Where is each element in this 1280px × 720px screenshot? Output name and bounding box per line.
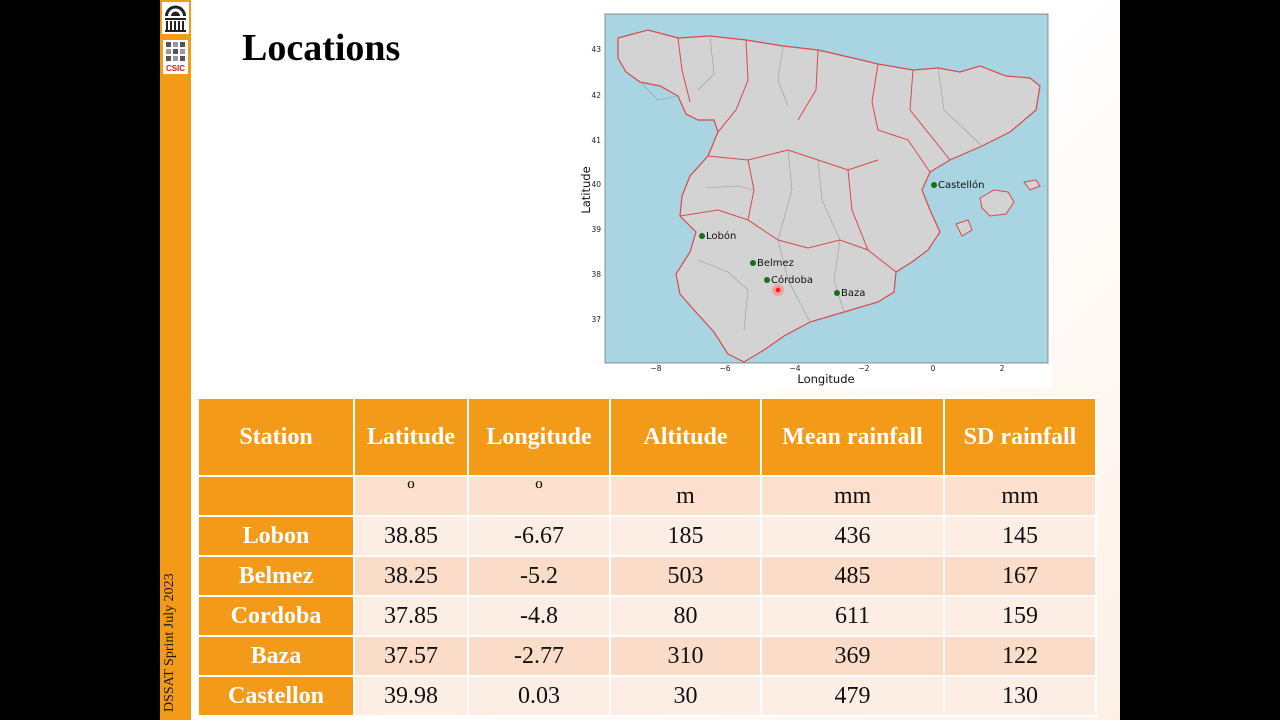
map-station-belmez: Belmez — [750, 258, 794, 269]
map-y-ticks: 43 42 41 40 39 38 37 — [591, 45, 601, 324]
header-mean-rainfall: Mean rainfall — [760, 397, 945, 477]
university-logo — [162, 2, 189, 34]
csic-logo: CSIC — [163, 40, 188, 74]
x-tick-label: −6 — [719, 364, 730, 373]
table-row: Cordoba 37.85 -4.8 80 611 159 — [197, 595, 1097, 637]
map-ibiza — [955, 219, 973, 237]
cell-mean-rainfall: 436 — [760, 515, 945, 557]
cell-latitude: 38.25 — [353, 555, 469, 597]
cell-sd-rainfall: 167 — [943, 555, 1097, 597]
cell-longitude: -2.77 — [467, 635, 611, 677]
header-longitude: Longitude — [467, 397, 611, 477]
slide: CSIC DSSAT Sprint July 2023 Locations — [160, 0, 1120, 720]
map-menorca — [1023, 179, 1041, 191]
cell-altitude: 310 — [609, 635, 762, 677]
map-ylabel: Latitude — [579, 166, 593, 213]
map-province-borders — [639, 35, 983, 331]
cell-station: Castellon — [197, 675, 355, 717]
x-tick-label: −2 — [858, 364, 869, 373]
x-tick-label: −4 — [789, 364, 800, 373]
cell-latitude: 38.85 — [353, 515, 469, 557]
header-altitude: Altitude — [609, 397, 762, 477]
cell-longitude: 0.03 — [467, 675, 611, 717]
cell-mean-rainfall: 479 — [760, 675, 945, 717]
station-label: Belmez — [757, 258, 794, 269]
cell-station: Cordoba — [197, 595, 355, 637]
cell-altitude: 503 — [609, 555, 762, 597]
y-tick-label: 39 — [591, 225, 601, 234]
table-header-row: Station Latitude Longitude Altitude Mean… — [197, 397, 1097, 477]
cell-mean-rainfall: 485 — [760, 555, 945, 597]
cell-longitude: -6.67 — [467, 515, 611, 557]
header-sd-rainfall: SD rainfall — [943, 397, 1097, 477]
unit-altitude: m — [609, 475, 762, 517]
cell-sd-rainfall: 130 — [943, 675, 1097, 717]
map-x-ticks: −8 −6 −4 −2 0 2 — [650, 364, 1004, 373]
map-station-baza: Baza — [834, 288, 865, 299]
unit-latitude: º — [353, 475, 469, 517]
map-station-cordoba: Córdoba — [764, 274, 813, 286]
station-label: Baza — [841, 288, 865, 299]
unit-longitude: º — [467, 475, 611, 517]
station-label: Lobón — [706, 230, 736, 242]
station-label: Córdoba — [771, 274, 813, 286]
cell-sd-rainfall: 159 — [943, 595, 1097, 637]
cell-sd-rainfall: 145 — [943, 515, 1097, 557]
cell-station: Baza — [197, 635, 355, 677]
sidebar-footer-text: DSSAT Sprint July 2023 — [162, 573, 177, 712]
y-tick-label: 41 — [591, 136, 601, 145]
sidebar: CSIC DSSAT Sprint July 2023 — [160, 0, 191, 720]
stations-table: Station Latitude Longitude Altitude Mean… — [197, 397, 1097, 717]
unit-mean-rainfall: mm — [760, 475, 945, 517]
cell-altitude: 185 — [609, 515, 762, 557]
unit-station — [197, 475, 355, 517]
csic-logo-text: CSIC — [166, 64, 185, 73]
unit-sd-rainfall: mm — [943, 475, 1097, 517]
y-tick-label: 38 — [591, 270, 601, 279]
cell-altitude: 30 — [609, 675, 762, 717]
y-tick-label: 40 — [591, 180, 601, 189]
y-tick-label: 43 — [591, 45, 601, 54]
map-xlabel: Longitude — [797, 372, 854, 386]
map-station-castellon: Castellón — [931, 179, 984, 191]
map-mallorca — [979, 189, 1015, 217]
header-latitude: Latitude — [353, 397, 469, 477]
y-tick-label: 42 — [591, 91, 601, 100]
x-tick-label: 0 — [931, 364, 936, 373]
cell-mean-rainfall: 369 — [760, 635, 945, 677]
cell-latitude: 39.98 — [353, 675, 469, 717]
table-row: Castellon 39.98 0.03 30 479 130 — [197, 675, 1097, 717]
cell-altitude: 80 — [609, 595, 762, 637]
table-row: Baza 37.57 -2.77 310 369 122 — [197, 635, 1097, 677]
table-row: Lobon 38.85 -6.67 185 436 145 — [197, 515, 1097, 557]
cell-mean-rainfall: 611 — [760, 595, 945, 637]
cell-station: Belmez — [197, 555, 355, 597]
map-highlight-marker-core — [775, 287, 781, 293]
map-region-borders — [677, 37, 951, 273]
cell-longitude: -4.8 — [467, 595, 611, 637]
cell-sd-rainfall: 122 — [943, 635, 1097, 677]
spain-map: −8 −6 −4 −2 0 2 43 42 41 40 39 38 37 Lon… — [578, 10, 1052, 388]
cell-latitude: 37.85 — [353, 595, 469, 637]
cell-longitude: -5.2 — [467, 555, 611, 597]
cell-latitude: 37.57 — [353, 635, 469, 677]
map-station-lobon: Lobón — [699, 230, 736, 242]
header-station: Station — [197, 397, 355, 477]
x-tick-label: 2 — [1000, 364, 1005, 373]
x-tick-label: −8 — [650, 364, 661, 373]
units-row: º º m mm mm — [197, 475, 1097, 517]
y-tick-label: 37 — [591, 315, 601, 324]
cell-station: Lobon — [197, 515, 355, 557]
table-row: Belmez 38.25 -5.2 503 485 167 — [197, 555, 1097, 597]
station-label: Castellón — [938, 179, 984, 191]
slide-title: Locations — [242, 27, 401, 69]
